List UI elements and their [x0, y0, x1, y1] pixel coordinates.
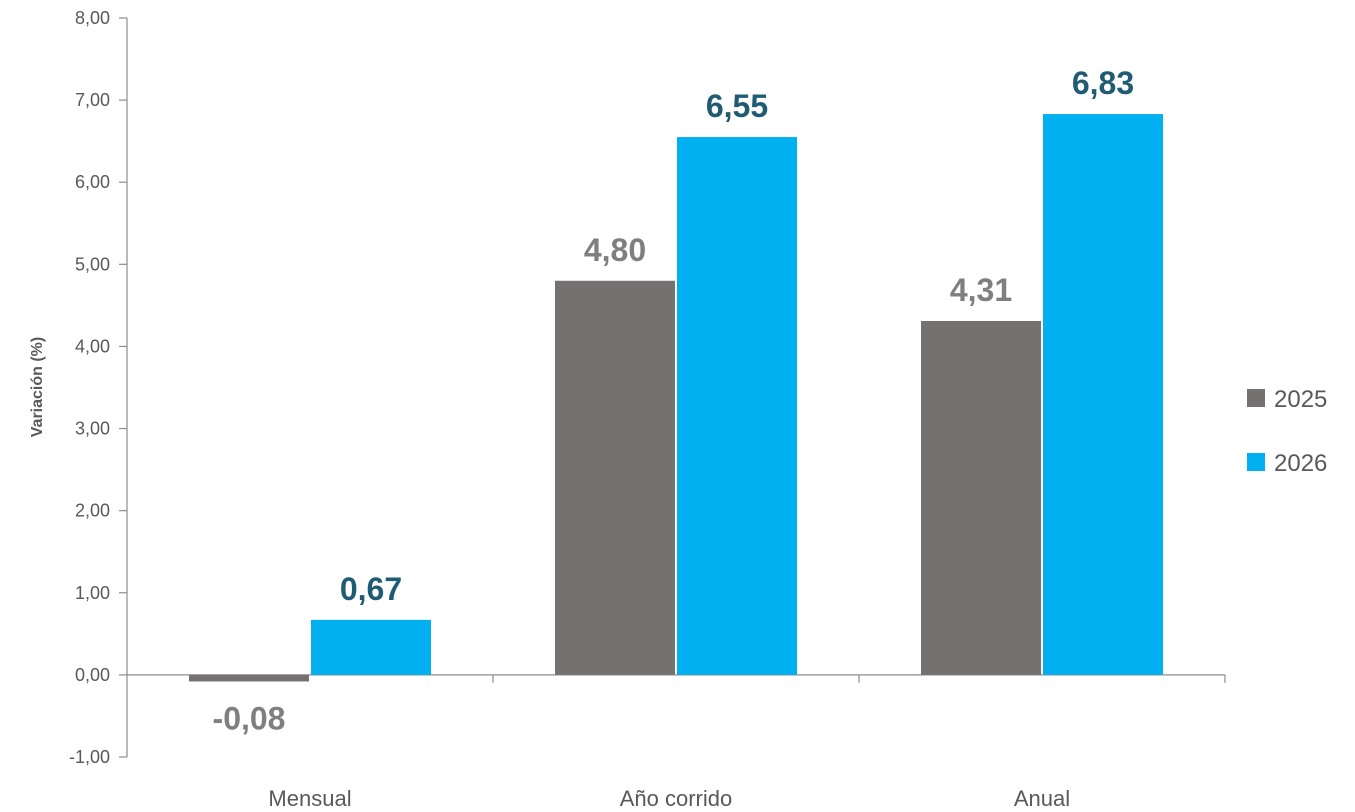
bar-2025-1: [555, 280, 675, 675]
data-label: 6,83: [1072, 65, 1134, 101]
legend-swatch-2025: [1247, 389, 1265, 407]
bar-2025-2: [921, 320, 1041, 675]
legend-label-2026: 2026: [1274, 450, 1327, 477]
bar-2026-1: [677, 137, 797, 675]
bar-2026-2: [1043, 114, 1163, 675]
y-tick-label: 5,00: [75, 254, 110, 274]
y-axis-label: Variación (%): [29, 337, 46, 437]
y-tick-label: 3,00: [75, 419, 110, 439]
data-label: 6,55: [706, 88, 768, 124]
data-labels: -0,08 4,80 4,31 0,67 6,55 6,83: [213, 65, 1135, 736]
y-tick-label: 0,00: [75, 665, 110, 685]
y-tick-label: 2,00: [75, 501, 110, 521]
data-label: 4,31: [950, 272, 1012, 308]
y-tick-label: -1,00: [69, 747, 110, 767]
y-tick-label: 1,00: [75, 583, 110, 603]
y-tick-label: 8,00: [75, 8, 110, 28]
bar-2026-0: [311, 619, 431, 675]
x-category-label: Anual: [1014, 786, 1070, 811]
x-category-label: Año corrido: [620, 786, 733, 811]
bar-2025-0: [189, 674, 309, 682]
data-label: 4,80: [584, 232, 646, 268]
data-label: 0,67: [340, 571, 402, 607]
legend-label-2025: 2025: [1274, 386, 1327, 413]
legend: 2025 2026: [1247, 386, 1327, 477]
bars: [189, 114, 1163, 682]
data-label: -0,08: [213, 700, 286, 736]
y-tick-label: 4,00: [75, 336, 110, 356]
axes: -1,00 0,00 1,00 2,00 3,00 4,00 5,00 6,00 7,00 8,0…: [69, 8, 1226, 811]
legend-swatch-2026: [1247, 453, 1265, 471]
y-tick-label: 6,00: [75, 172, 110, 192]
y-tick-label: 7,00: [75, 90, 110, 110]
x-category-label: Mensual: [268, 786, 351, 811]
